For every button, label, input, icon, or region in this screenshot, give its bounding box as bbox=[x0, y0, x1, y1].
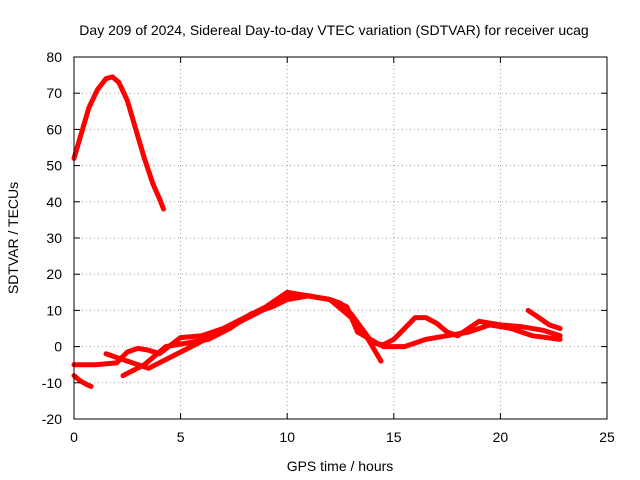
y-tick-label: 10 bbox=[46, 302, 62, 318]
y-tick-label: 0 bbox=[54, 339, 62, 355]
x-tick-label: 20 bbox=[493, 429, 509, 445]
y-tick-label: 70 bbox=[46, 85, 62, 101]
x-tick-label: 10 bbox=[279, 429, 295, 445]
axis-ticks: 0 5 10 15 20 25 -20 -10 0 10 20 30 40 50 60 70 80 bbox=[42, 49, 615, 445]
data-series bbox=[71, 74, 563, 389]
y-tick-label: 80 bbox=[46, 49, 62, 65]
series-early-dip bbox=[71, 373, 94, 389]
y-tick-label: -20 bbox=[42, 411, 62, 427]
y-tick-label: 20 bbox=[46, 266, 62, 282]
y-tick-label: 50 bbox=[46, 158, 62, 174]
x-tick-label: 25 bbox=[599, 429, 615, 445]
series-early-peak bbox=[71, 74, 166, 212]
x-axis-label: GPS time / hours bbox=[287, 458, 394, 474]
x-tick-label: 5 bbox=[177, 429, 185, 445]
x-tick-label: 15 bbox=[386, 429, 402, 445]
x-tick-label: 0 bbox=[70, 429, 78, 445]
y-axis-label: SDTVAR / TECUs bbox=[5, 182, 21, 294]
y-tick-label: 60 bbox=[46, 121, 62, 137]
y-tick-label: -10 bbox=[42, 375, 62, 391]
series-late-tail bbox=[525, 307, 563, 331]
chart-title: Day 209 of 2024, Sidereal Day-to-day VTE… bbox=[79, 22, 588, 38]
series-track-c bbox=[120, 293, 563, 379]
y-tick-label: 40 bbox=[46, 194, 62, 210]
y-tick-label: 30 bbox=[46, 230, 62, 246]
